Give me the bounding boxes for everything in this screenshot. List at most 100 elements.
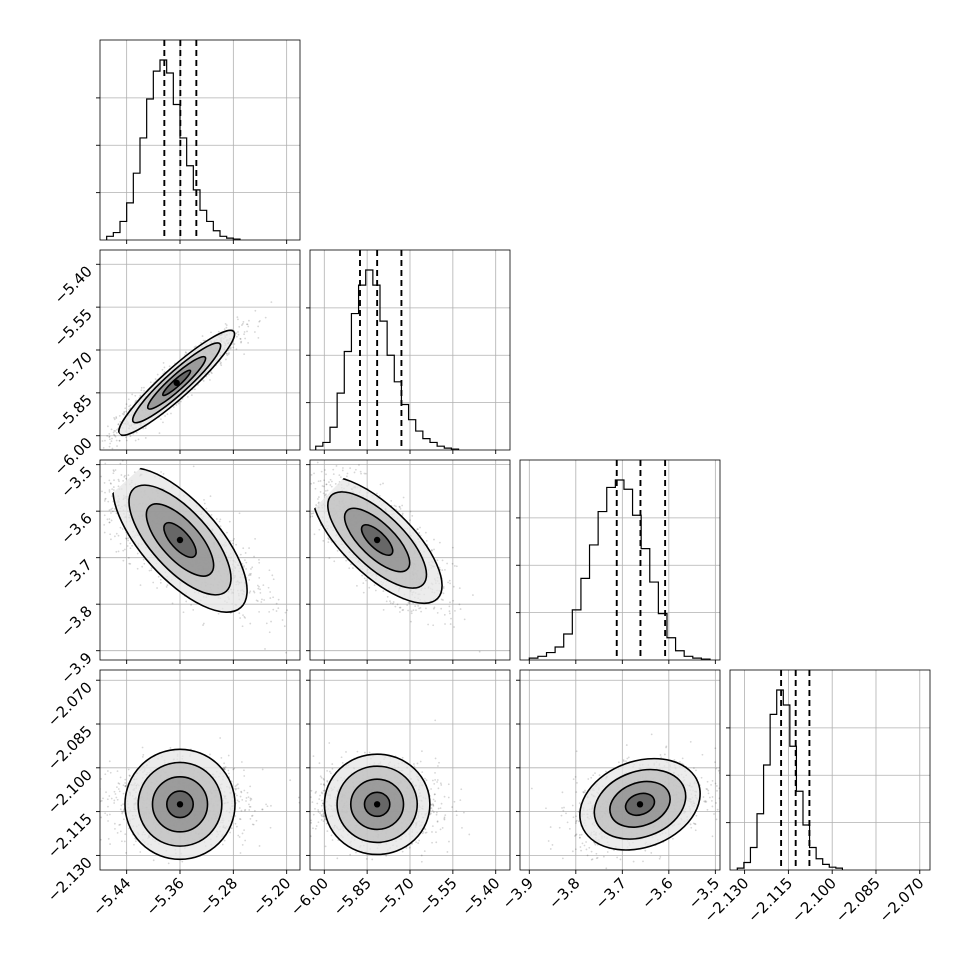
sample-point	[240, 340, 243, 343]
sample-point	[425, 539, 428, 542]
sample-point	[240, 761, 243, 763]
sample-point	[448, 605, 451, 608]
sample-point	[407, 601, 410, 604]
sample-point	[227, 353, 230, 356]
sample-point	[362, 591, 365, 594]
sample-point	[117, 485, 120, 488]
sample-point	[284, 611, 287, 614]
sample-point	[126, 545, 129, 547]
sample-point	[224, 766, 227, 768]
sample-point	[322, 485, 325, 488]
sample-point	[103, 523, 106, 526]
sample-point	[225, 324, 228, 326]
sample-point	[386, 595, 389, 598]
sample-point	[233, 767, 236, 770]
sample-point	[119, 526, 122, 529]
sample-point	[241, 324, 243, 326]
sample-point	[436, 559, 439, 562]
sample-point	[401, 512, 404, 515]
sample-point	[408, 601, 411, 604]
contour-line	[128, 484, 232, 596]
sample-point	[182, 871, 184, 873]
sample-point	[185, 600, 188, 603]
sample-point	[149, 381, 152, 384]
sample-point	[256, 600, 259, 602]
sample-point	[319, 480, 322, 482]
sample-point	[258, 558, 260, 561]
sample-point	[348, 567, 351, 570]
sample-point	[114, 469, 117, 471]
sample-point	[235, 787, 238, 790]
sample-point	[308, 459, 310, 461]
sample-point	[113, 433, 115, 436]
sample-point	[236, 316, 239, 319]
sample-point	[113, 430, 116, 432]
sample-point	[313, 533, 316, 536]
sample-point	[134, 439, 137, 442]
sample-point	[246, 330, 248, 333]
sample-point	[159, 581, 162, 584]
sample-point	[124, 407, 127, 410]
sample-point	[150, 567, 153, 570]
sample-point	[353, 471, 356, 474]
sample-point	[134, 394, 137, 397]
sample-point	[363, 577, 366, 580]
sample-point	[233, 343, 236, 345]
sample-point	[394, 605, 397, 608]
sample-point	[245, 568, 247, 570]
sample-point	[447, 581, 449, 584]
sample-point	[261, 768, 264, 771]
sample-point	[449, 612, 451, 615]
sample-point	[118, 439, 121, 442]
sample-point	[268, 569, 271, 572]
sample-point	[115, 532, 118, 535]
sample-point	[419, 526, 421, 529]
sample-point	[446, 562, 448, 565]
sample-point	[242, 614, 244, 617]
sample-point	[444, 623, 446, 625]
sample-point	[298, 467, 300, 469]
sample-point	[115, 512, 118, 515]
sample-point	[127, 398, 130, 401]
sample-point	[95, 790, 97, 792]
sample-point	[449, 623, 452, 625]
sample-point	[420, 610, 423, 613]
sample-point	[108, 509, 111, 511]
sample-point	[133, 471, 136, 473]
sample-point	[236, 335, 238, 338]
sample-point	[275, 602, 278, 605]
sample-point	[129, 562, 132, 565]
sample-point	[104, 497, 107, 500]
sample-point	[123, 475, 126, 478]
sample-point	[427, 623, 430, 626]
sample-point	[432, 607, 435, 610]
sample-point	[248, 319, 250, 322]
panel-frame	[99, 249, 301, 451]
sample-point	[322, 539, 325, 542]
sample-point	[96, 452, 98, 454]
sample-point	[129, 404, 132, 407]
sample-point	[258, 576, 261, 579]
sample-point	[186, 395, 189, 398]
sample-point	[209, 379, 211, 381]
sample-point	[450, 617, 452, 620]
sample-point	[141, 565, 144, 568]
sample-point	[161, 368, 164, 371]
sample-point	[440, 598, 443, 601]
sample-point	[131, 544, 133, 547]
sample-point	[104, 439, 106, 442]
sample-point	[111, 488, 114, 491]
contour-line	[161, 369, 192, 397]
sample-point	[107, 820, 109, 822]
sample-point	[112, 472, 115, 475]
sample-point	[154, 378, 157, 380]
sample-point	[233, 537, 236, 540]
sample-point	[118, 414, 121, 417]
sample-point	[243, 565, 246, 567]
sample-point	[120, 474, 123, 476]
sample-point	[108, 452, 110, 454]
sample-point	[108, 490, 111, 493]
sample-point	[124, 782, 127, 784]
sample-point	[108, 432, 111, 435]
